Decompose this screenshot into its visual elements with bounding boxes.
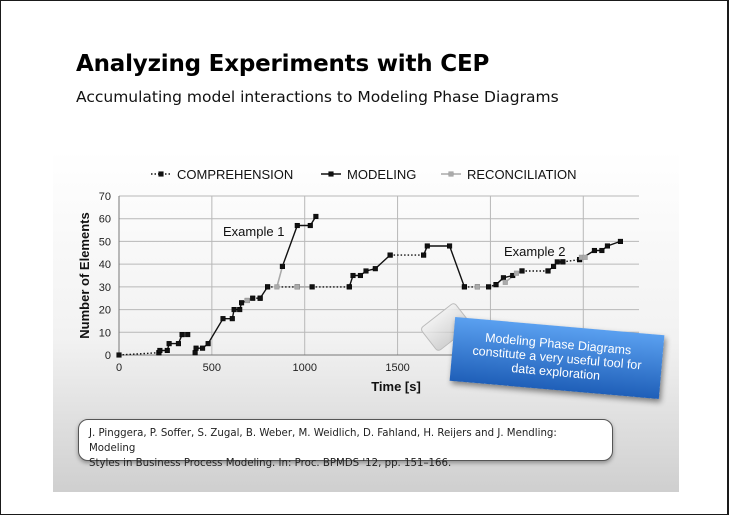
y-tick-label: 50 xyxy=(99,236,111,248)
modeling-marker xyxy=(350,272,356,279)
reconciliation-segment xyxy=(276,266,284,288)
comprehension-marker xyxy=(387,252,393,258)
modeling-marker xyxy=(363,268,369,274)
modeling-marker xyxy=(193,345,199,351)
x-tick-label: 1000 xyxy=(292,362,316,374)
comprehension-marker xyxy=(519,268,525,274)
modeling-marker xyxy=(279,263,285,269)
modeling-marker xyxy=(617,238,623,244)
modeling-marker xyxy=(294,222,300,229)
reconciliation-marker xyxy=(474,284,480,290)
modeling-marker xyxy=(157,347,163,354)
y-tick-label: 60 xyxy=(99,214,111,226)
modeling-marker xyxy=(231,307,237,313)
modeling-marker xyxy=(192,350,198,356)
citation-box: J. Pinggera, P. Soffer, S. Zugal, B. Web… xyxy=(78,419,613,469)
modeling-segment xyxy=(194,299,248,353)
y-tick-label: 40 xyxy=(99,259,111,271)
modeling-marker xyxy=(175,341,181,347)
slide-subtitle: Accumulating model interactions to Model… xyxy=(76,88,559,106)
modeling-marker xyxy=(447,243,453,249)
comprehension-marker xyxy=(461,284,467,290)
y-axis-title: Number of Elements xyxy=(77,212,92,338)
comprehension-marker xyxy=(158,171,164,177)
modeling-marker xyxy=(220,316,226,322)
modeling-marker xyxy=(346,284,352,290)
annotation-example-1: Example 1 xyxy=(223,224,284,239)
y-tick-label: 20 xyxy=(99,305,111,317)
modeling-marker xyxy=(545,268,551,274)
comprehension-marker xyxy=(265,284,271,290)
modeling-marker xyxy=(166,341,172,347)
modeling-marker xyxy=(239,300,245,306)
comprehension-marker xyxy=(486,284,492,290)
modeling-segment xyxy=(422,245,466,288)
modeling-marker xyxy=(591,247,597,254)
y-tick-label: 30 xyxy=(99,282,111,294)
y-tick-label: 0 xyxy=(105,350,111,362)
reconciliation-marker xyxy=(448,171,454,177)
modeling-segment xyxy=(281,216,317,267)
x-tick-label: 1500 xyxy=(385,362,409,374)
slide-title: Analyzing Experiments with CEP xyxy=(76,51,490,77)
annotation-example-2: Example 2 xyxy=(504,244,565,259)
comprehension-marker xyxy=(116,352,122,358)
citation-line-2: Styles in Business Process Modeling. In:… xyxy=(89,458,452,469)
comprehension-marker xyxy=(179,332,185,338)
reconciliation-marker xyxy=(274,284,280,290)
reconciliation-marker xyxy=(294,284,300,290)
modeling-marker xyxy=(313,213,319,219)
modeling-marker xyxy=(257,295,263,301)
modeling-marker xyxy=(551,263,557,269)
legend-label: MODELING xyxy=(347,167,416,182)
comprehension-marker xyxy=(560,259,566,265)
y-tick-label: 10 xyxy=(99,327,111,339)
modeling-marker xyxy=(328,171,334,177)
reconciliation-marker xyxy=(502,279,508,285)
modeling-marker xyxy=(307,222,313,229)
modeling-marker xyxy=(164,347,170,354)
x-axis-title: Time [s] xyxy=(371,379,421,394)
y-tick-label: 70 xyxy=(99,191,111,203)
modeling-marker xyxy=(357,272,363,279)
modeling-marker xyxy=(500,275,506,281)
comprehension-segment xyxy=(562,258,580,263)
reconciliation-marker xyxy=(513,270,519,276)
modeling-marker xyxy=(421,252,427,258)
modeling-marker xyxy=(424,243,430,249)
modeling-marker xyxy=(493,282,499,288)
reconciliation-marker xyxy=(582,254,588,260)
legend-label: COMPREHENSION xyxy=(177,167,293,182)
comprehension-marker xyxy=(309,284,315,290)
legend-label: RECONCILIATION xyxy=(467,167,577,182)
citation-line-1: J. Pinggera, P. Soffer, S. Zugal, B. Web… xyxy=(89,428,557,454)
modeling-marker xyxy=(205,341,211,347)
modeling-marker xyxy=(200,345,206,351)
modeling-marker xyxy=(229,316,235,322)
modeling-marker xyxy=(599,247,605,254)
comprehension-marker xyxy=(250,295,256,301)
modeling-segment xyxy=(348,254,391,288)
x-tick-label: 500 xyxy=(203,362,221,374)
modeling-marker xyxy=(372,266,378,272)
reconciliation-marker xyxy=(244,297,250,304)
modeling-marker xyxy=(237,307,243,313)
x-tick-label: 0 xyxy=(116,362,122,374)
comprehension-marker xyxy=(185,332,191,338)
modeling-marker xyxy=(554,259,560,265)
modeling-marker xyxy=(604,243,610,249)
